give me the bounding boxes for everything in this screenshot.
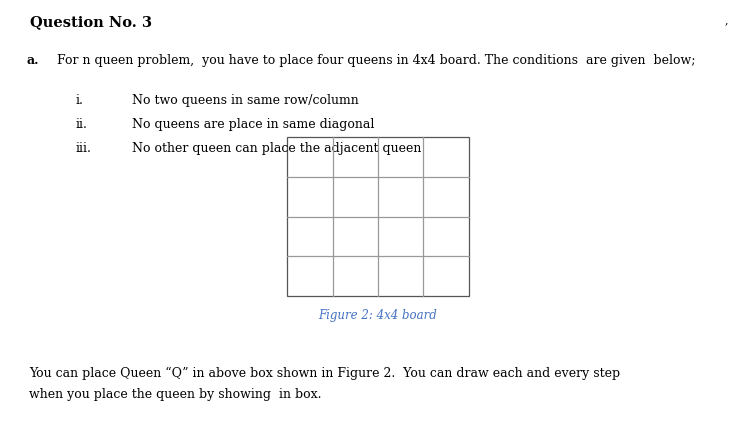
Text: No queens are place in same diagonal: No queens are place in same diagonal xyxy=(132,118,375,131)
Text: For n queen problem,  you have to place four queens in 4x4 board. The conditions: For n queen problem, you have to place f… xyxy=(57,54,696,66)
Bar xyxy=(287,137,469,296)
Text: a.: a. xyxy=(26,54,39,66)
Text: Question No. 3: Question No. 3 xyxy=(30,15,152,29)
Text: Figure 2: 4x4 board: Figure 2: 4x4 board xyxy=(318,309,438,322)
Text: ,: , xyxy=(724,15,728,25)
Text: iii.: iii. xyxy=(76,142,91,154)
Text: No two queens in same row/column: No two queens in same row/column xyxy=(132,94,359,107)
Text: when you place the queen by showing  in box.: when you place the queen by showing in b… xyxy=(29,388,321,401)
Text: No other queen can place the adjacent queen: No other queen can place the adjacent qu… xyxy=(132,142,422,154)
Text: i.: i. xyxy=(76,94,83,107)
Text: You can place Queen “Q” in above box shown in Figure 2.  You can draw each and e: You can place Queen “Q” in above box sho… xyxy=(29,367,620,380)
Text: ii.: ii. xyxy=(76,118,88,131)
